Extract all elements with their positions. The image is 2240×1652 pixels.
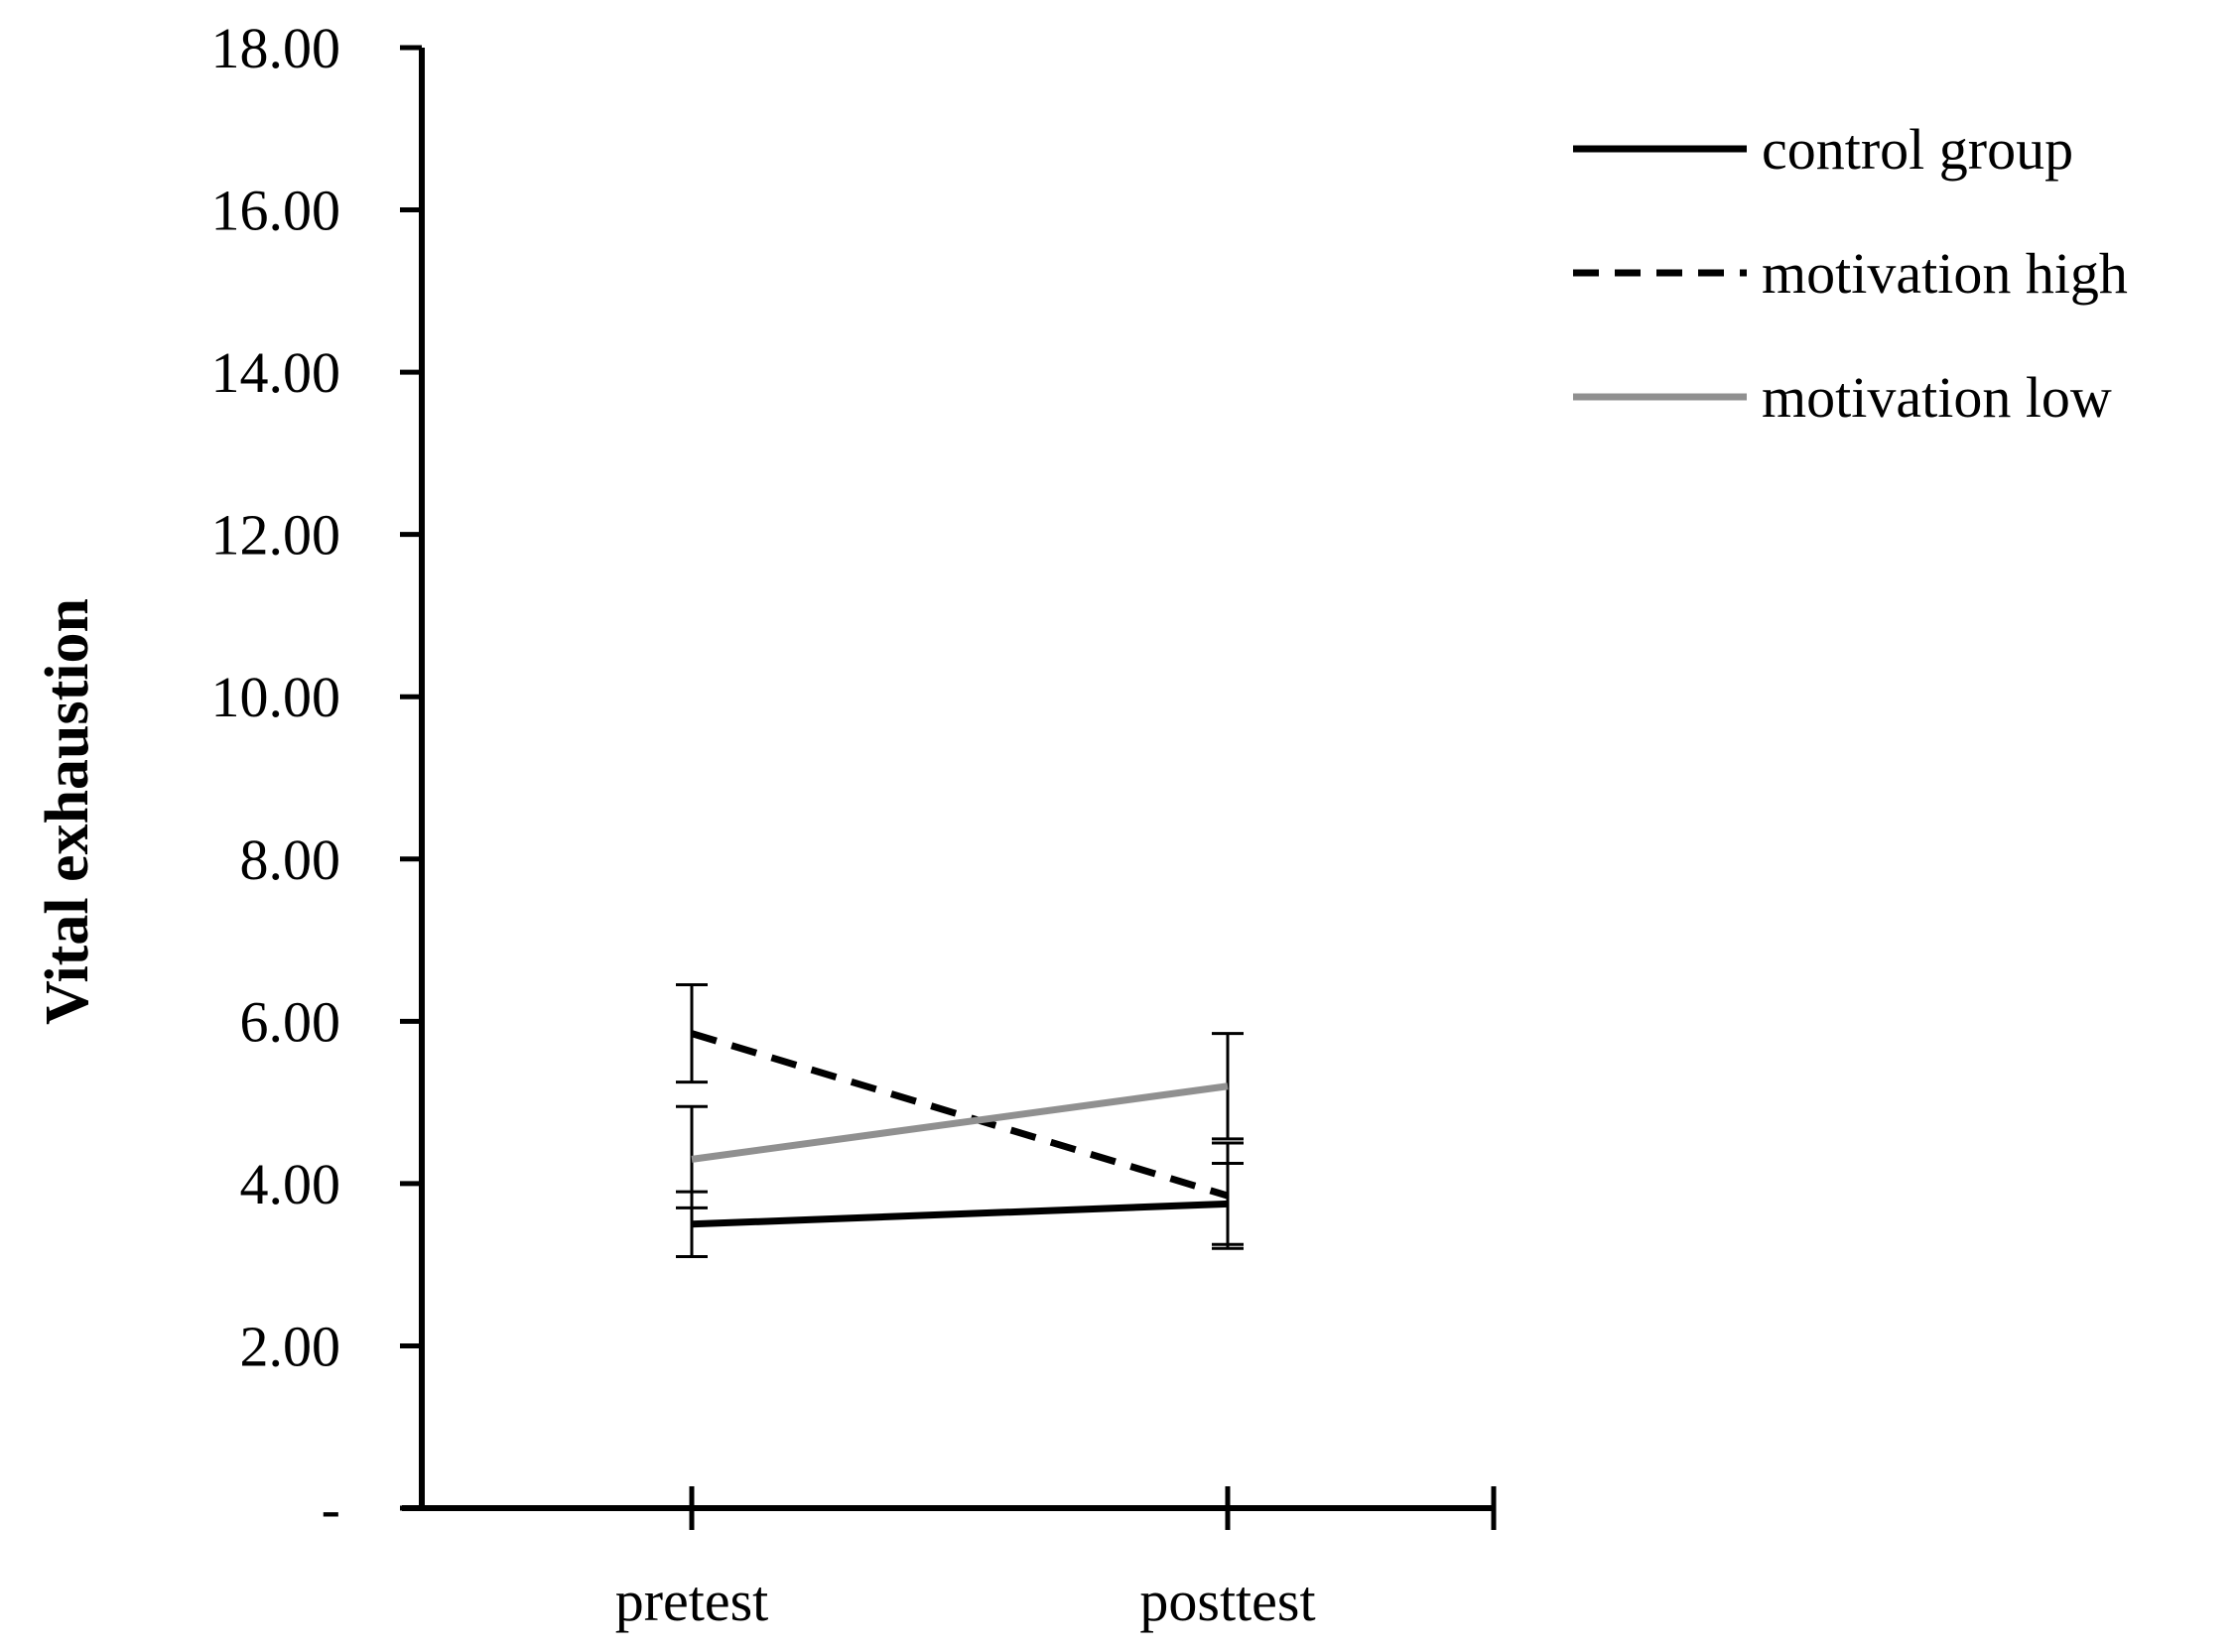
legend-label: motivation high: [1762, 241, 2128, 306]
series-lines: [690, 1030, 1230, 1228]
series-line-control-group: [691, 1200, 1229, 1228]
y-axis-ticks: - 2.00 4.00 6.00 8.00 10.00 12.00 14.00 16.00 18.…: [211, 16, 422, 1541]
legend-item: control group: [1573, 117, 2073, 182]
y-tick-label: 14.00: [211, 340, 341, 405]
x-tick-label: pretest: [615, 1569, 769, 1633]
y-tick-label: 4.00: [240, 1152, 341, 1216]
y-tick-label: 10.00: [211, 665, 341, 729]
legend-item: motivation low: [1573, 365, 2112, 430]
error-bars: [676, 983, 1244, 1258]
legend-label: control group: [1762, 117, 2073, 182]
x-tick-label: posttest: [1139, 1569, 1315, 1633]
y-tick-label: 16.00: [211, 179, 341, 243]
y-tick-label: 8.00: [240, 827, 341, 892]
series-line-motivation-low: [691, 1082, 1229, 1163]
y-axis-title: Vital exhaustion: [34, 598, 101, 1025]
legend-item: motivation high: [1573, 241, 2128, 306]
legend: control group motivation high motivation l…: [1573, 117, 2128, 430]
y-tick-label: 18.00: [211, 16, 341, 80]
y-tick-label: 6.00: [240, 989, 341, 1054]
legend-label: motivation low: [1762, 365, 2112, 430]
y-tick-label: -: [322, 1476, 340, 1541]
y-tick-label: 2.00: [240, 1314, 341, 1378]
series-line-motivation-high: [690, 1030, 1230, 1200]
y-tick-label: 12.00: [211, 503, 341, 568]
